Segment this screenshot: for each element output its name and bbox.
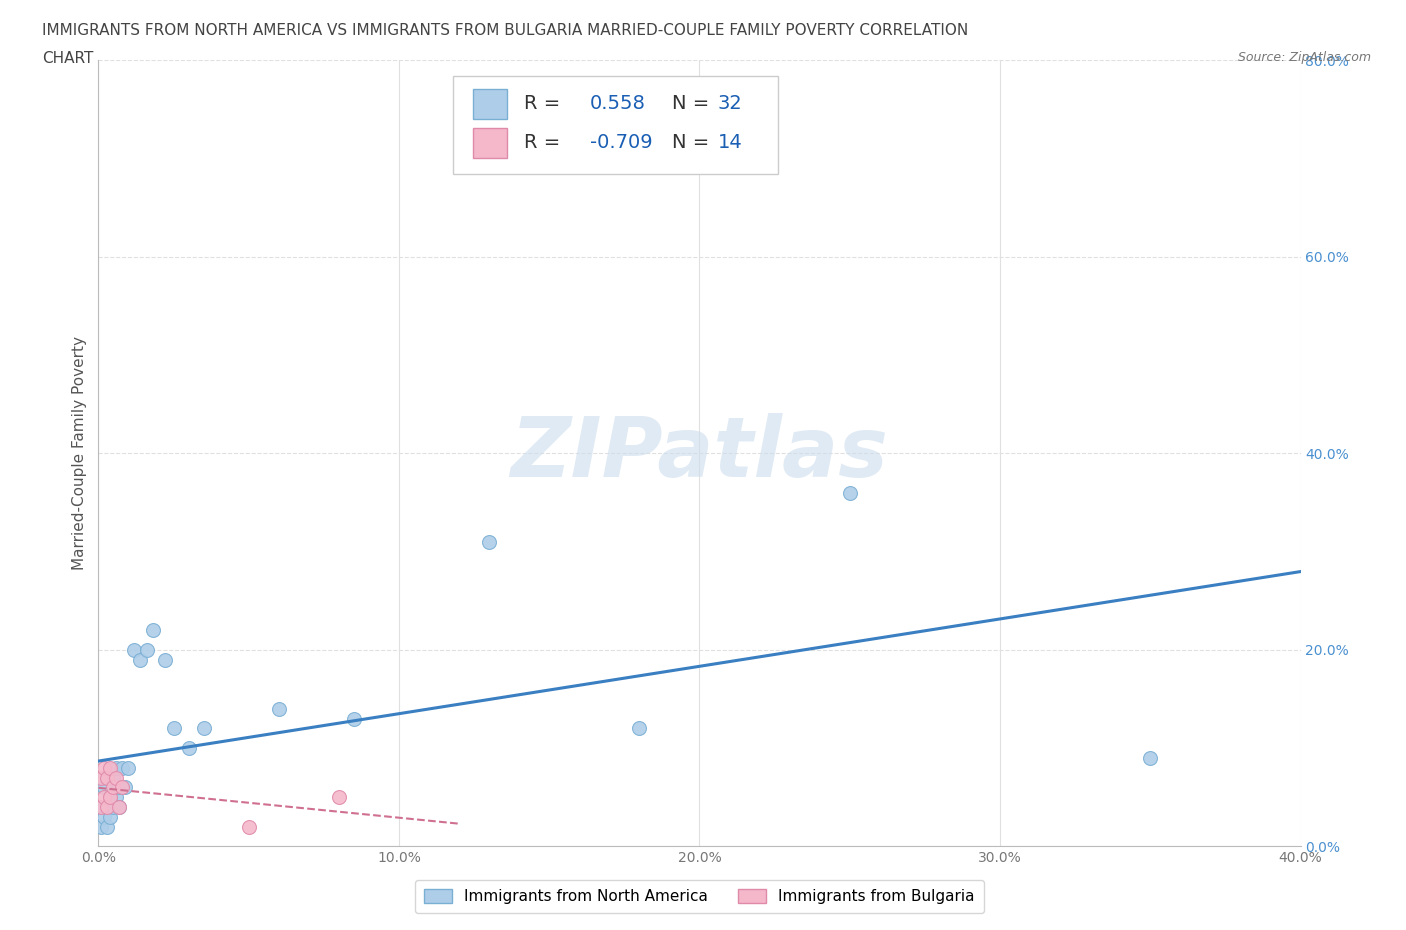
- Point: [478, 535, 501, 550]
- FancyBboxPatch shape: [453, 76, 778, 175]
- Point: [343, 711, 366, 726]
- Y-axis label: Married-Couple Family Poverty: Married-Couple Family Poverty: [72, 337, 87, 570]
- Text: N =: N =: [672, 94, 716, 113]
- Text: N =: N =: [672, 134, 716, 153]
- Point: [124, 643, 146, 658]
- Point: [105, 790, 128, 804]
- Point: [141, 623, 163, 638]
- Point: [108, 800, 131, 815]
- Point: [108, 800, 131, 815]
- Point: [117, 761, 139, 776]
- Point: [135, 643, 157, 658]
- Point: [111, 761, 134, 776]
- Point: [100, 790, 122, 804]
- Point: [129, 652, 152, 667]
- Point: [153, 652, 176, 667]
- Text: 0.558: 0.558: [591, 94, 645, 113]
- Point: [103, 800, 125, 815]
- Text: IMMIGRANTS FROM NORTH AMERICA VS IMMIGRANTS FROM BULGARIA MARRIED-COUPLE FAMILY : IMMIGRANTS FROM NORTH AMERICA VS IMMIGRA…: [42, 23, 969, 38]
- Point: [96, 800, 118, 815]
- Point: [90, 770, 112, 785]
- Point: [90, 800, 112, 815]
- FancyBboxPatch shape: [474, 88, 508, 119]
- Point: [105, 761, 128, 776]
- Point: [103, 770, 125, 785]
- Text: 32: 32: [717, 94, 742, 113]
- FancyBboxPatch shape: [474, 128, 508, 158]
- Text: R =: R =: [524, 134, 567, 153]
- Point: [93, 809, 115, 824]
- Text: -0.709: -0.709: [591, 134, 652, 153]
- Point: [93, 790, 115, 804]
- Text: 14: 14: [717, 134, 742, 153]
- Point: [103, 780, 125, 795]
- Point: [90, 819, 112, 834]
- Text: R =: R =: [524, 94, 567, 113]
- Point: [267, 701, 290, 716]
- Point: [100, 790, 122, 804]
- Point: [111, 780, 134, 795]
- Legend: Immigrants from North America, Immigrants from Bulgaria: Immigrants from North America, Immigrant…: [415, 880, 984, 913]
- Point: [93, 780, 115, 795]
- Point: [96, 819, 118, 834]
- Point: [90, 800, 112, 815]
- Point: [328, 790, 350, 804]
- Text: ZIPatlas: ZIPatlas: [510, 413, 889, 494]
- Point: [96, 770, 118, 785]
- Point: [238, 819, 260, 834]
- Point: [93, 761, 115, 776]
- Point: [105, 770, 128, 785]
- Point: [177, 740, 200, 755]
- Point: [100, 809, 122, 824]
- Point: [96, 800, 118, 815]
- Point: [96, 770, 118, 785]
- Point: [838, 485, 860, 500]
- Point: [162, 721, 184, 736]
- Point: [1139, 751, 1161, 765]
- Text: CHART: CHART: [42, 51, 94, 66]
- Text: Source: ZipAtlas.com: Source: ZipAtlas.com: [1237, 51, 1371, 64]
- Point: [628, 721, 651, 736]
- Point: [100, 761, 122, 776]
- Point: [114, 780, 136, 795]
- Point: [108, 780, 131, 795]
- Point: [193, 721, 215, 736]
